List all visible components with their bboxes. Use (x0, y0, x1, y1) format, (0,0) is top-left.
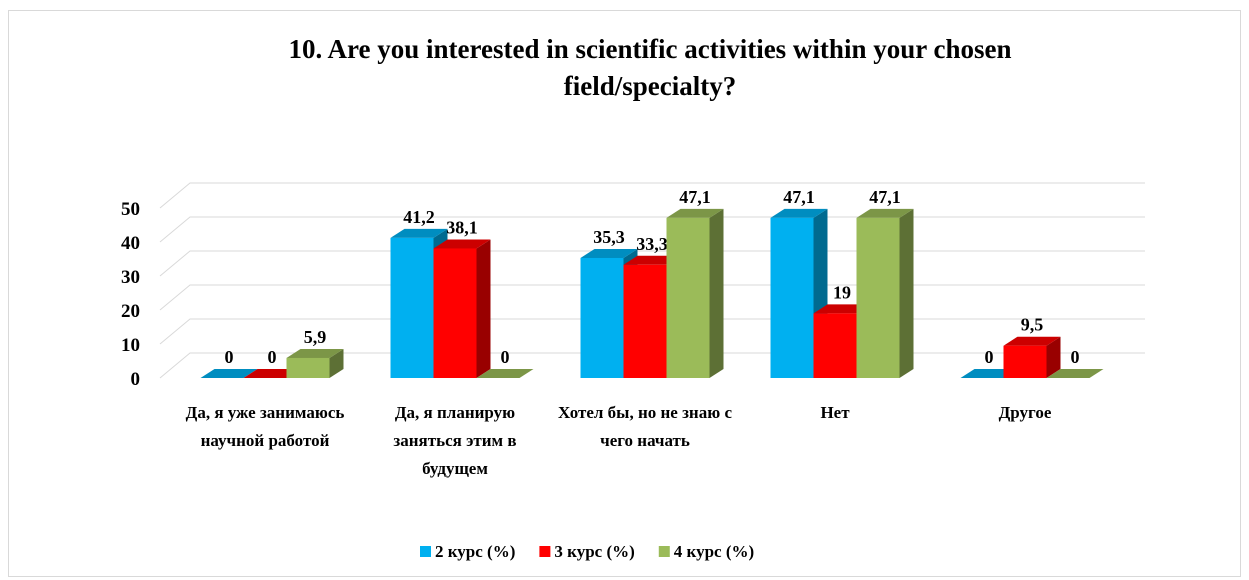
bar-top (390, 228, 448, 238)
data-label: 19 (833, 282, 851, 302)
data-label: 41,2 (403, 207, 435, 227)
data-label: 33,3 (636, 234, 668, 254)
data-label: 0 (985, 347, 994, 367)
y-tick-label: 10 (121, 335, 140, 356)
legend-swatch (539, 546, 551, 557)
legend-label: 3 курс (%) (554, 542, 634, 561)
data-label: 0 (501, 347, 510, 367)
x-tick-label: Другое (999, 403, 1052, 422)
data-label: 47,1 (869, 187, 901, 207)
y-tick-label: 30 (121, 267, 140, 288)
bar-top (960, 369, 1018, 378)
y-tick-label: 20 (121, 301, 140, 322)
y-tick-label: 40 (121, 233, 140, 254)
x-tick-label: Да, я уже занимаюсь научной работой (186, 403, 345, 450)
legend-swatch (658, 546, 670, 557)
data-label: 47,1 (783, 187, 815, 207)
bar (770, 217, 814, 378)
bar-top (433, 239, 491, 249)
bar-top (1003, 336, 1061, 346)
x-tick-label: Нет (820, 403, 850, 422)
bar-top (813, 304, 871, 314)
bar (433, 248, 477, 378)
legend-label: 4 курс (%) (674, 542, 754, 561)
bar-top (580, 248, 638, 258)
bar-side (709, 208, 724, 378)
bar (856, 217, 900, 378)
bar (813, 313, 857, 378)
bar-side (476, 239, 491, 378)
bar-side (1046, 336, 1061, 378)
data-label: 0 (225, 347, 234, 367)
x-tick-label: Да, я планирую заняться этим в будущем (393, 403, 516, 478)
bar-top (200, 369, 258, 378)
x-tick-label: Хотел бы, но не знаю с чего начать (558, 403, 732, 450)
bar (666, 217, 710, 378)
bar (390, 237, 434, 378)
chart-title: 10. Are you interested in scientific act… (289, 34, 1012, 101)
y-tick-label: 50 (121, 199, 140, 220)
legend-swatch (420, 546, 431, 557)
bar-top (623, 255, 681, 265)
bar (286, 357, 330, 378)
bar-side (329, 348, 344, 378)
bar-top (476, 369, 534, 378)
data-label: 0 (1071, 347, 1080, 367)
bar-top (770, 208, 828, 218)
data-label: 5,9 (304, 327, 327, 347)
legend-label: 2 курс (%) (435, 542, 515, 561)
data-label: 47,1 (679, 187, 711, 207)
bar-side (899, 208, 914, 378)
bar-top (856, 208, 914, 218)
bar-top (243, 369, 301, 378)
bar-top (666, 208, 724, 218)
bar-top (1046, 369, 1104, 378)
bar (623, 264, 667, 378)
data-label: 38,1 (446, 217, 478, 237)
grid-line (159, 182, 1145, 209)
data-label: 0 (268, 347, 277, 367)
data-label: 9,5 (1021, 315, 1044, 335)
data-label: 35,3 (593, 227, 625, 247)
y-tick-label: 0 (131, 369, 141, 390)
bar (580, 257, 624, 378)
bar-top (286, 348, 344, 358)
bar (1003, 345, 1047, 378)
